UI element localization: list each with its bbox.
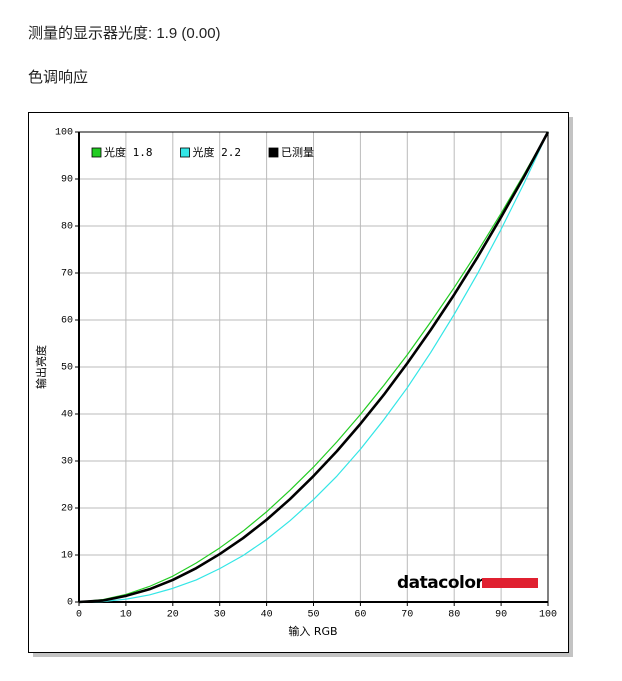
y-tick-label: 40 <box>61 410 73 421</box>
x-tick-label: 20 <box>167 610 179 621</box>
x-tick-label: 30 <box>214 610 226 621</box>
legend-label: 已测量 <box>281 146 314 159</box>
y-tick-label: 10 <box>61 551 73 562</box>
series-line <box>78 131 549 603</box>
series-line <box>78 131 549 603</box>
x-tick-label: 70 <box>401 610 413 621</box>
x-tick-label: 40 <box>261 610 273 621</box>
x-tick-label: 0 <box>76 610 82 621</box>
legend-label: 光度 1.8 <box>104 145 153 159</box>
y-tick-label: 100 <box>55 128 73 139</box>
chart-frame <box>28 112 569 653</box>
y-tick-label: 70 <box>61 269 73 280</box>
y-tick-label: 30 <box>61 457 73 468</box>
y-axis-label: 输出亮度 <box>34 345 48 389</box>
legend-label: 光度 2.2 <box>193 145 242 159</box>
legend-swatch <box>91 147 102 158</box>
logo-text: datacolor <box>397 573 485 593</box>
x-axis-label: 输入 RGB <box>288 624 337 638</box>
y-tick-label: 60 <box>61 316 73 327</box>
series-line <box>78 131 550 604</box>
logo-bar <box>482 578 538 588</box>
legend-swatch <box>180 147 190 158</box>
y-tick-label: 20 <box>61 504 73 515</box>
y-tick-label: 50 <box>61 363 73 374</box>
measured-gamma: 测量的显示器光度: 1.9 (0.00) <box>28 25 221 42</box>
legend-swatch <box>268 147 279 158</box>
section-title: 色调响应 <box>28 69 89 86</box>
x-tick-label: 50 <box>307 610 319 621</box>
x-tick-label: 80 <box>448 610 460 621</box>
y-tick-label: 80 <box>61 222 73 233</box>
y-tick-label: 90 <box>61 175 73 186</box>
x-tick-label: 100 <box>539 610 557 621</box>
x-tick-label: 60 <box>354 610 366 621</box>
y-tick-label: 0 <box>67 598 73 609</box>
x-tick-label: 90 <box>495 610 507 621</box>
x-tick-label: 10 <box>120 610 132 621</box>
